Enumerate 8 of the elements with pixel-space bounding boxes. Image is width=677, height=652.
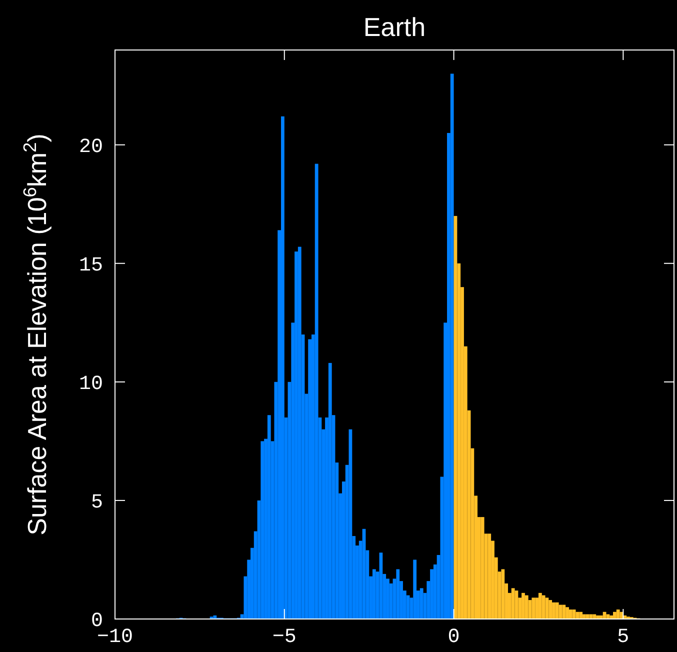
x-tick-label: −5 [272, 626, 296, 649]
y-tick-label: 20 [78, 136, 103, 159]
y-tick-label: 10 [78, 372, 103, 396]
x-tick-label: 0 [448, 626, 460, 649]
chart-title: Earth [363, 12, 426, 42]
x-tick-label: 5 [617, 626, 630, 649]
y-tick-label: 5 [90, 491, 103, 514]
y-tick-label: 15 [78, 254, 103, 278]
